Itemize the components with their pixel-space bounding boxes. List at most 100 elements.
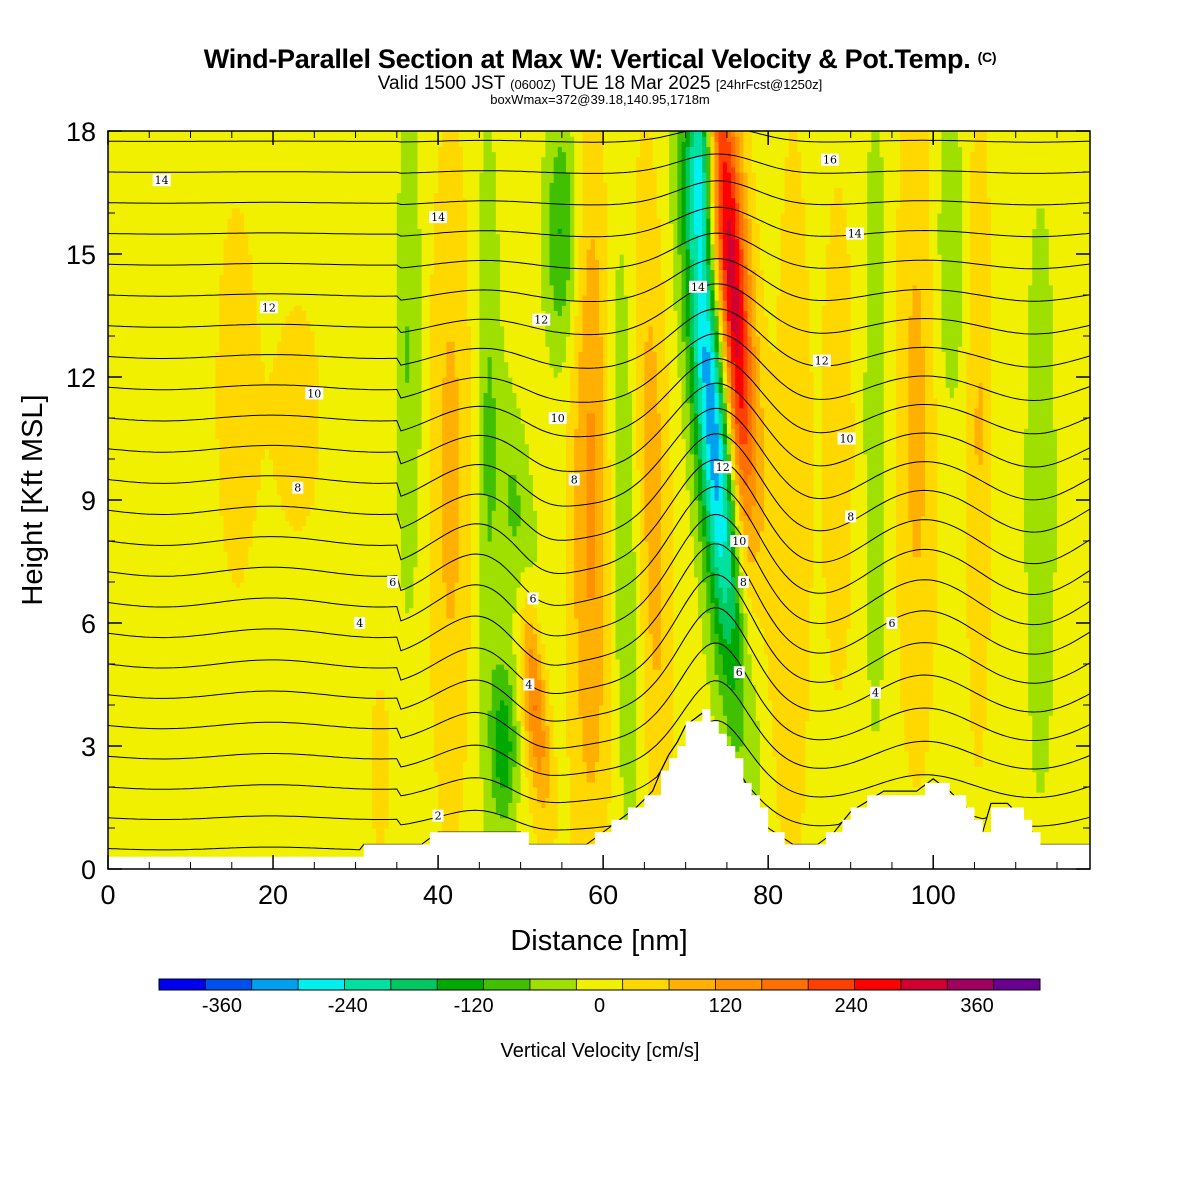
velocity-cell xyxy=(924,756,976,762)
velocity-cell xyxy=(743,289,749,296)
velocity-cell xyxy=(520,684,526,691)
velocity-cell xyxy=(524,674,530,680)
velocity-cell xyxy=(421,382,431,388)
velocity-cell xyxy=(491,751,497,757)
velocity-cell xyxy=(920,336,934,342)
velocity-cell xyxy=(582,330,600,337)
velocity-cell xyxy=(603,505,612,511)
velocity-cell xyxy=(937,443,967,450)
velocity-cell xyxy=(685,305,691,311)
velocity-cell xyxy=(520,571,567,578)
velocity-cell xyxy=(673,715,716,721)
velocity-cell xyxy=(537,838,555,844)
velocity-cell xyxy=(586,546,596,552)
velocity-cell xyxy=(636,761,650,768)
velocity-cell xyxy=(442,561,460,568)
velocity-cell xyxy=(421,402,431,409)
velocity-cell xyxy=(108,377,216,383)
velocity-cell xyxy=(685,453,695,460)
velocity-cell xyxy=(586,515,596,522)
velocity-cell xyxy=(990,341,1029,347)
velocity-cell xyxy=(941,305,963,311)
velocity-cell xyxy=(483,402,497,409)
velocity-cell xyxy=(883,387,897,393)
velocity-cell xyxy=(830,664,848,670)
velocity-cell xyxy=(388,720,435,727)
velocity-cell xyxy=(582,346,604,352)
velocity-cell xyxy=(1052,607,1090,614)
velocity-cell xyxy=(471,459,480,465)
velocity-cell xyxy=(594,571,604,578)
velocity-cell xyxy=(314,336,398,342)
velocity-cell xyxy=(520,612,538,619)
velocity-cell xyxy=(755,382,761,388)
velocity-cell xyxy=(318,397,398,404)
velocity-cell xyxy=(611,556,617,563)
velocity-cell xyxy=(718,602,736,609)
velocity-cell xyxy=(904,746,930,752)
velocity-cell xyxy=(693,418,699,424)
velocity-cell xyxy=(689,443,695,450)
velocity-cell xyxy=(471,633,480,639)
velocity-cell xyxy=(528,787,538,793)
velocity-cell xyxy=(743,730,761,737)
velocity-cell xyxy=(660,617,674,624)
velocity-cell xyxy=(693,330,699,337)
velocity-cell xyxy=(632,505,641,511)
velocity-cell xyxy=(108,453,220,460)
velocity-cell xyxy=(524,756,530,762)
velocity-cell xyxy=(400,566,414,573)
velocity-cell xyxy=(1028,418,1054,424)
velocity-cell xyxy=(759,746,773,752)
velocity-cell xyxy=(640,500,645,506)
velocity-cell xyxy=(776,781,806,788)
velocity-cell xyxy=(710,366,716,373)
velocity-cell xyxy=(570,310,579,317)
velocity-cell xyxy=(722,289,728,296)
velocity-cell xyxy=(603,448,608,455)
velocity-cell xyxy=(215,392,320,399)
velocity-cell xyxy=(611,541,617,547)
velocity-cell xyxy=(933,392,951,399)
velocity-cell xyxy=(937,438,967,445)
velocity-cell xyxy=(933,346,943,352)
velocity-cell xyxy=(607,443,617,450)
velocity-cell xyxy=(735,617,740,624)
velocity-cell xyxy=(318,433,398,440)
velocity-cell xyxy=(867,505,885,511)
velocity-cell xyxy=(710,576,716,583)
velocity-cell xyxy=(512,638,522,645)
velocity-cell xyxy=(990,300,1029,306)
velocity-cell xyxy=(421,346,431,352)
velocity-cell xyxy=(388,812,443,819)
velocity-cell xyxy=(462,766,480,773)
velocity-cell xyxy=(718,633,724,639)
velocity-cell xyxy=(372,787,390,793)
velocity-cell xyxy=(479,402,485,409)
velocity-cell xyxy=(491,756,497,762)
velocity-cell xyxy=(735,330,740,337)
velocity-cell xyxy=(495,402,518,409)
velocity-cell xyxy=(372,766,390,773)
velocity-cell xyxy=(388,751,435,757)
velocity-cell xyxy=(108,710,373,716)
velocity-cell xyxy=(508,494,522,501)
velocity-cell xyxy=(219,300,258,306)
velocity-cell xyxy=(1052,366,1090,373)
velocity-cell xyxy=(545,684,551,691)
velocity-cell xyxy=(867,648,885,655)
velocity-cell xyxy=(821,305,852,311)
velocity-cell xyxy=(739,571,745,578)
velocity-cell xyxy=(594,453,604,460)
velocity-cell xyxy=(528,464,567,470)
velocity-cell xyxy=(549,361,563,368)
velocity-cell xyxy=(603,643,612,650)
velocity-cell xyxy=(384,833,443,839)
velocity-cell xyxy=(471,464,480,470)
velocity-cell xyxy=(640,541,650,547)
velocity-cell xyxy=(908,469,926,475)
velocity-cell xyxy=(516,597,526,604)
velocity-cell xyxy=(809,653,831,660)
velocity-cell xyxy=(896,325,910,332)
velocity-cell xyxy=(896,320,910,327)
